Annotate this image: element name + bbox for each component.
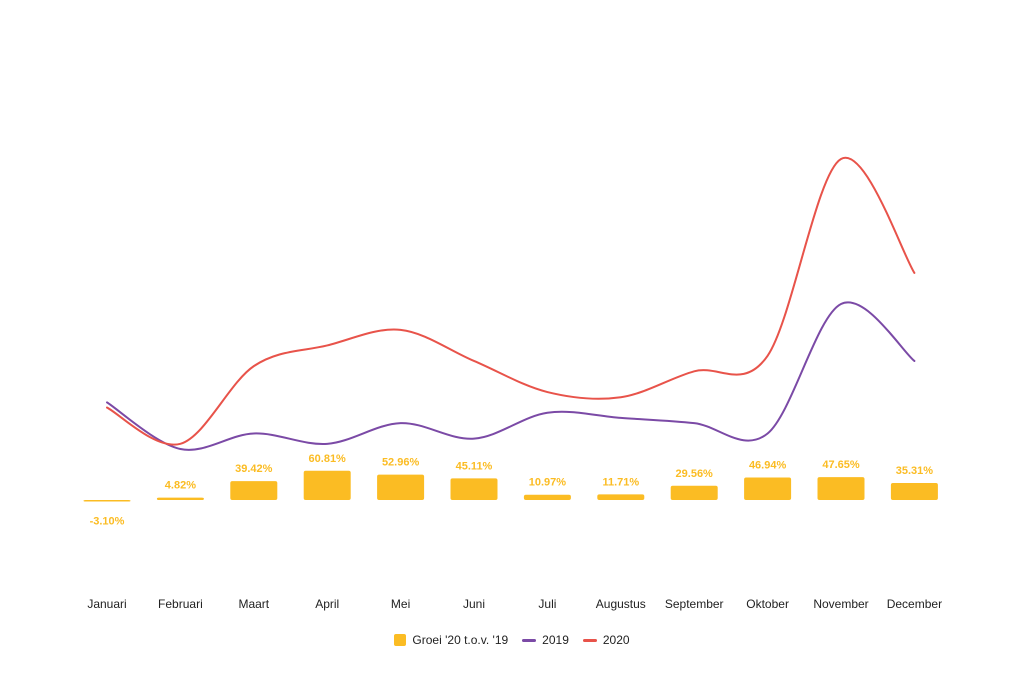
bar-augustus[interactable] xyxy=(597,494,645,500)
bar-data-label: 11.71% xyxy=(602,476,639,488)
x-tick-label: Mei xyxy=(391,597,410,611)
bar-data-label: 29.56% xyxy=(676,468,714,480)
bar-november[interactable] xyxy=(817,477,865,500)
bar-juli[interactable] xyxy=(523,494,571,500)
x-tick-label: Oktober xyxy=(746,597,789,611)
x-tick-label: Augustus xyxy=(596,597,646,611)
bar-juni[interactable] xyxy=(450,478,498,500)
legend-label-bars: Groei '20 t.o.v. '19 xyxy=(412,633,509,647)
x-tick-label: Juni xyxy=(463,597,485,611)
bar-april[interactable] xyxy=(303,470,351,500)
lines-layer xyxy=(106,156,916,451)
bar-data-label: 47.65% xyxy=(822,459,860,471)
bar-labels-layer: -3.10% 4.82% 39.42% 60.81% 52.96% 45.11% 10.97… xyxy=(90,453,934,528)
legend-swatch-2020 xyxy=(582,638,597,642)
line-series-2020[interactable] xyxy=(106,156,916,446)
legend-item-2019[interactable]: 2019 xyxy=(522,633,569,647)
category-labels-layer: Januari Februari Maart April Mei Juni Juli Augu… xyxy=(87,597,942,611)
bar-september[interactable] xyxy=(670,485,718,500)
x-tick-label: December xyxy=(887,597,942,611)
x-tick-label: April xyxy=(315,597,339,611)
legend-swatch-2019 xyxy=(522,638,537,642)
bar-december[interactable] xyxy=(890,483,938,500)
legend-label-2020: 2020 xyxy=(602,633,630,647)
bar-data-label: 10.97% xyxy=(529,477,567,489)
legend-swatch-bars xyxy=(394,634,407,646)
x-tick-label: November xyxy=(813,597,868,611)
chart-legend: Groei '20 t.o.v. '19 2019 2020 xyxy=(0,633,1024,647)
legend-item-bars[interactable]: Groei '20 t.o.v. '19 xyxy=(394,633,508,647)
bar-data-label: 39.42% xyxy=(235,463,273,475)
x-tick-label: Maart xyxy=(238,597,269,611)
bar-data-label: 4.82% xyxy=(165,480,196,492)
bar-oktober[interactable] xyxy=(744,477,792,500)
bar-data-label: 45.11% xyxy=(456,460,493,472)
bar-maart[interactable] xyxy=(230,481,278,500)
bar-februari[interactable] xyxy=(156,497,204,500)
x-tick-label: Juli xyxy=(538,597,556,611)
bars-layer xyxy=(83,470,938,502)
x-tick-label: Februari xyxy=(158,597,203,611)
x-tick-label: September xyxy=(665,597,724,611)
bar-data-label: 46.94% xyxy=(749,459,787,471)
bar-mei[interactable] xyxy=(377,474,425,500)
bar-data-label: -3.10% xyxy=(90,515,125,527)
legend-label-2019: 2019 xyxy=(542,633,569,647)
legend-item-2020[interactable]: 2020 xyxy=(582,633,630,647)
bar-januari[interactable] xyxy=(83,500,131,502)
bar-data-label: 35.31% xyxy=(896,465,934,477)
bar-data-label: 60.81% xyxy=(309,453,347,465)
bar-data-label: 52.96% xyxy=(382,457,420,469)
x-tick-label: Januari xyxy=(87,597,126,611)
line-series-2019[interactable] xyxy=(106,301,916,451)
